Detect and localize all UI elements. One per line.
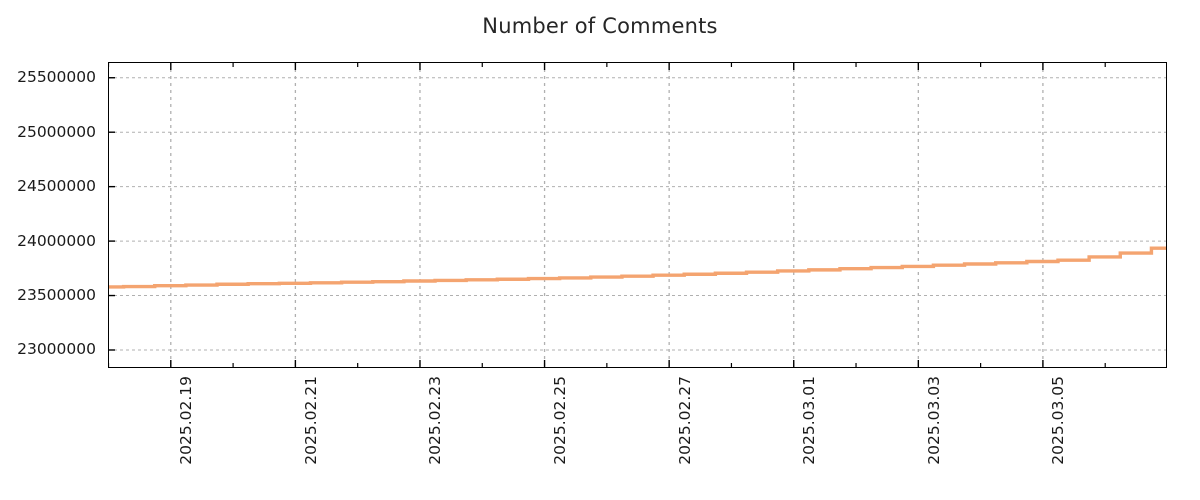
- data-series-layer: [108, 246, 1167, 289]
- x-axis-tick-label: 2025.02.21: [301, 376, 320, 465]
- y-axis-tick-label: 25000000: [17, 122, 96, 141]
- chart-svg: [108, 62, 1167, 368]
- x-axis-tick-label: 2025.03.05: [1049, 376, 1068, 465]
- x-axis-tick-label: 2025.02.19: [177, 376, 196, 465]
- y-axis-tick-label: 24000000: [17, 231, 96, 250]
- y-axis-tick-label: 23500000: [17, 286, 96, 305]
- y-axis-tick-label: 24500000: [17, 177, 96, 196]
- x-axis-tick-label: 2025.03.03: [924, 376, 943, 465]
- plot-area: [108, 62, 1167, 368]
- horizontal-gridlines: [108, 77, 1167, 351]
- chart-title: Number of Comments: [482, 14, 718, 38]
- y-axis-ticks: [108, 77, 115, 351]
- x-axis-tick-label: 2025.03.01: [800, 376, 819, 465]
- data-line-series: [108, 246, 1167, 289]
- y-axis-tick-label: 23000000: [17, 340, 96, 359]
- x-axis-tick-label: 2025.02.27: [675, 376, 694, 465]
- y-axis-tick-label: 25500000: [17, 68, 96, 87]
- x-axis-ticks: [108, 62, 1167, 368]
- x-axis-tick-label: 2025.02.25: [551, 376, 570, 465]
- x-axis-tick-label: 2025.02.23: [426, 376, 445, 465]
- vertical-gridlines: [170, 62, 1044, 368]
